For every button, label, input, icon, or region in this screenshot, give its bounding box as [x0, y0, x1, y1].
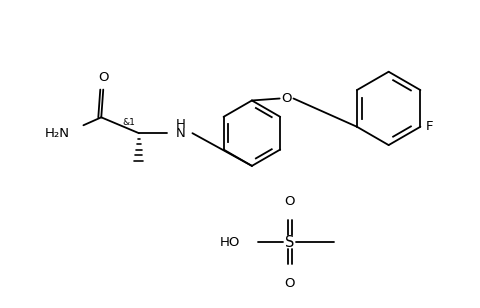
Text: S: S: [284, 235, 294, 250]
Text: O: O: [281, 92, 291, 105]
Text: &1: &1: [122, 118, 135, 127]
Text: HO: HO: [219, 236, 240, 249]
Text: N: N: [175, 127, 185, 140]
Text: O: O: [284, 195, 294, 208]
Text: F: F: [424, 120, 432, 133]
Text: O: O: [98, 71, 108, 84]
Text: O: O: [284, 277, 294, 290]
Text: H: H: [175, 118, 185, 131]
Text: H₂N: H₂N: [45, 127, 70, 140]
